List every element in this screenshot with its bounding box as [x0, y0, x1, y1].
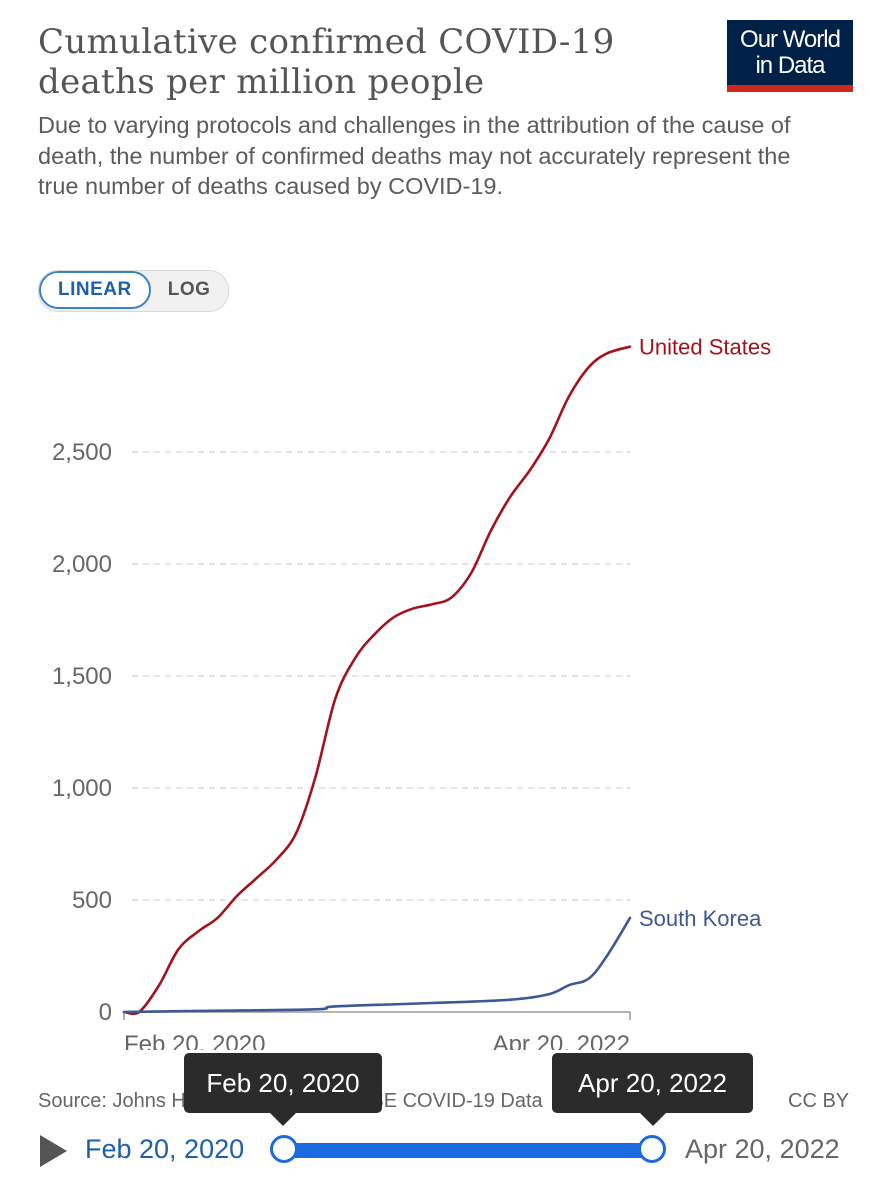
- y-tick-label: 2,500: [52, 439, 112, 466]
- chart-title: Cumulative confirmed COVID-19 deaths per…: [38, 22, 615, 102]
- series-line-united-states: [122, 345, 632, 1016]
- start-date-tooltip: Feb 20, 2020: [184, 1053, 382, 1126]
- y-tick-label: 2,000: [52, 551, 112, 578]
- grid-lines: [132, 451, 630, 901]
- timeline-end-handle[interactable]: [638, 1135, 666, 1163]
- play-icon[interactable]: [40, 1135, 67, 1167]
- end-date-tooltip: Apr 20, 2022: [552, 1053, 753, 1126]
- timeline-start-handle[interactable]: [270, 1135, 298, 1163]
- series-labels: United States South Korea: [639, 335, 771, 931]
- logo-line-1: Our World: [740, 26, 841, 53]
- owid-logo[interactable]: Our World in Data: [727, 20, 853, 92]
- y-tick-label: 500: [72, 887, 112, 914]
- timeline-start-label[interactable]: Feb 20, 2020: [85, 1134, 245, 1164]
- logo-line-2: in Data: [755, 52, 825, 79]
- y-tick-label: 0: [99, 999, 112, 1026]
- scale-toggle: LINEAR LOG: [38, 270, 230, 312]
- line-chart: 0 500 1,000 1,500 2,000 2,500 Feb 20, 2020 Apr …: [52, 335, 771, 1050]
- linear-scale-button[interactable]: LINEAR: [39, 271, 151, 309]
- series-label-south-korea: South Korea: [639, 906, 762, 931]
- log-scale-button[interactable]: LOG: [167, 279, 211, 300]
- y-tick-label: 1,000: [52, 775, 112, 802]
- series-label-united-states: United States: [639, 335, 771, 360]
- chart-subtitle: Due to varying protocols and challenges …: [38, 112, 791, 199]
- series-lines: [122, 345, 632, 1016]
- series-line-south-korea: [122, 916, 632, 1014]
- y-tick-label: 1,500: [52, 663, 112, 690]
- timeline-end-label[interactable]: Apr 20, 2022: [685, 1134, 840, 1164]
- license-link[interactable]: CC BY: [788, 1090, 850, 1112]
- x-tick-label: Feb 20, 2020: [124, 1031, 265, 1050]
- timeline-range-track[interactable]: [284, 1143, 652, 1158]
- x-tick-label: Apr 20, 2022: [493, 1031, 630, 1050]
- axes: 0 500 1,000 1,500 2,000 2,500 Feb 20, 2020 Apr …: [52, 439, 631, 1050]
